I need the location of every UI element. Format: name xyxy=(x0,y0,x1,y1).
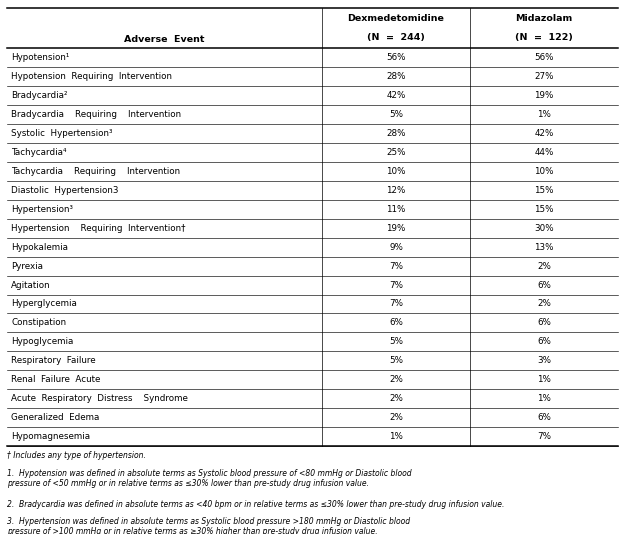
Text: 5%: 5% xyxy=(389,110,403,119)
Text: 2%: 2% xyxy=(389,394,403,403)
Text: Pyrexia: Pyrexia xyxy=(11,262,43,271)
Text: Hypokalemia: Hypokalemia xyxy=(11,242,68,252)
Text: 2%: 2% xyxy=(537,300,551,309)
Text: 6%: 6% xyxy=(537,280,551,289)
Text: Hypoglycemia: Hypoglycemia xyxy=(11,337,73,347)
Text: Diastolic  Hypertension3: Diastolic Hypertension3 xyxy=(11,186,119,195)
Text: Adverse  Event: Adverse Event xyxy=(124,35,205,44)
Text: 1%: 1% xyxy=(537,110,551,119)
Text: Acute  Respiratory  Distress    Syndrome: Acute Respiratory Distress Syndrome xyxy=(11,394,188,403)
Text: 7%: 7% xyxy=(389,300,403,309)
Text: 7%: 7% xyxy=(537,432,551,441)
Text: 15%: 15% xyxy=(534,205,554,214)
Text: Hyperglycemia: Hyperglycemia xyxy=(11,300,77,309)
Text: 2.  Bradycardia was defined in absolute terms as <40 bpm or in relative terms as: 2. Bradycardia was defined in absolute t… xyxy=(7,499,505,508)
Text: Midazolam: Midazolam xyxy=(515,14,573,22)
Text: Tachycardia    Requiring    Intervention: Tachycardia Requiring Intervention xyxy=(11,167,180,176)
Text: Hypotension  Requiring  Intervention: Hypotension Requiring Intervention xyxy=(11,72,172,81)
Text: 6%: 6% xyxy=(537,318,551,327)
Text: 13%: 13% xyxy=(534,242,554,252)
Text: 5%: 5% xyxy=(389,356,403,365)
Text: Bradycardia²: Bradycardia² xyxy=(11,91,68,100)
Text: Tachycardia⁴: Tachycardia⁴ xyxy=(11,148,66,157)
Text: (N  =  244): (N = 244) xyxy=(367,33,425,42)
Text: 10%: 10% xyxy=(386,167,406,176)
Text: Renal  Failure  Acute: Renal Failure Acute xyxy=(11,375,101,384)
Text: 11%: 11% xyxy=(386,205,406,214)
Text: 10%: 10% xyxy=(534,167,554,176)
Text: Constipation: Constipation xyxy=(11,318,66,327)
Text: 3.  Hypertension was defined in absolute terms as Systolic blood pressure >180 m: 3. Hypertension was defined in absolute … xyxy=(7,516,410,534)
Text: 44%: 44% xyxy=(534,148,554,157)
Text: 56%: 56% xyxy=(386,53,406,62)
Text: Hypotension¹: Hypotension¹ xyxy=(11,53,70,62)
Text: 5%: 5% xyxy=(389,337,403,347)
Text: 2%: 2% xyxy=(389,375,403,384)
Text: 6%: 6% xyxy=(537,337,551,347)
Text: 30%: 30% xyxy=(534,224,554,233)
Text: 28%: 28% xyxy=(386,129,406,138)
Text: 2%: 2% xyxy=(389,413,403,422)
Text: 9%: 9% xyxy=(389,242,403,252)
Text: 1.  Hypotension was defined in absolute terms as Systolic blood pressure of <80 : 1. Hypotension was defined in absolute t… xyxy=(7,469,412,488)
Text: 3%: 3% xyxy=(537,356,551,365)
Text: Systolic  Hypertension³: Systolic Hypertension³ xyxy=(11,129,112,138)
Text: Agitation: Agitation xyxy=(11,280,51,289)
Text: Hypertension³: Hypertension³ xyxy=(11,205,73,214)
Text: 56%: 56% xyxy=(534,53,554,62)
Text: 1%: 1% xyxy=(537,394,551,403)
Text: 28%: 28% xyxy=(386,72,406,81)
Text: Hypomagnesemia: Hypomagnesemia xyxy=(11,432,90,441)
Text: 7%: 7% xyxy=(389,262,403,271)
Text: 19%: 19% xyxy=(386,224,406,233)
Text: 6%: 6% xyxy=(389,318,403,327)
Text: 1%: 1% xyxy=(389,432,403,441)
Text: 12%: 12% xyxy=(386,186,406,195)
Text: 19%: 19% xyxy=(534,91,554,100)
Text: 25%: 25% xyxy=(386,148,406,157)
Text: 7%: 7% xyxy=(389,280,403,289)
Text: 2%: 2% xyxy=(537,262,551,271)
Text: 15%: 15% xyxy=(534,186,554,195)
Text: 1%: 1% xyxy=(537,375,551,384)
Text: † Includes any type of hypertension.: † Includes any type of hypertension. xyxy=(7,451,147,460)
Text: 27%: 27% xyxy=(534,72,554,81)
Text: 42%: 42% xyxy=(534,129,554,138)
Text: 6%: 6% xyxy=(537,413,551,422)
Text: 42%: 42% xyxy=(386,91,406,100)
Text: Generalized  Edema: Generalized Edema xyxy=(11,413,99,422)
Text: Respiratory  Failure: Respiratory Failure xyxy=(11,356,96,365)
Text: Dexmedetomidine: Dexmedetomidine xyxy=(348,14,445,22)
Text: Bradycardia    Requiring    Intervention: Bradycardia Requiring Intervention xyxy=(11,110,181,119)
Text: Hypertension    Requiring  Intervention†: Hypertension Requiring Intervention† xyxy=(11,224,186,233)
Text: (N  =  122): (N = 122) xyxy=(515,33,573,42)
